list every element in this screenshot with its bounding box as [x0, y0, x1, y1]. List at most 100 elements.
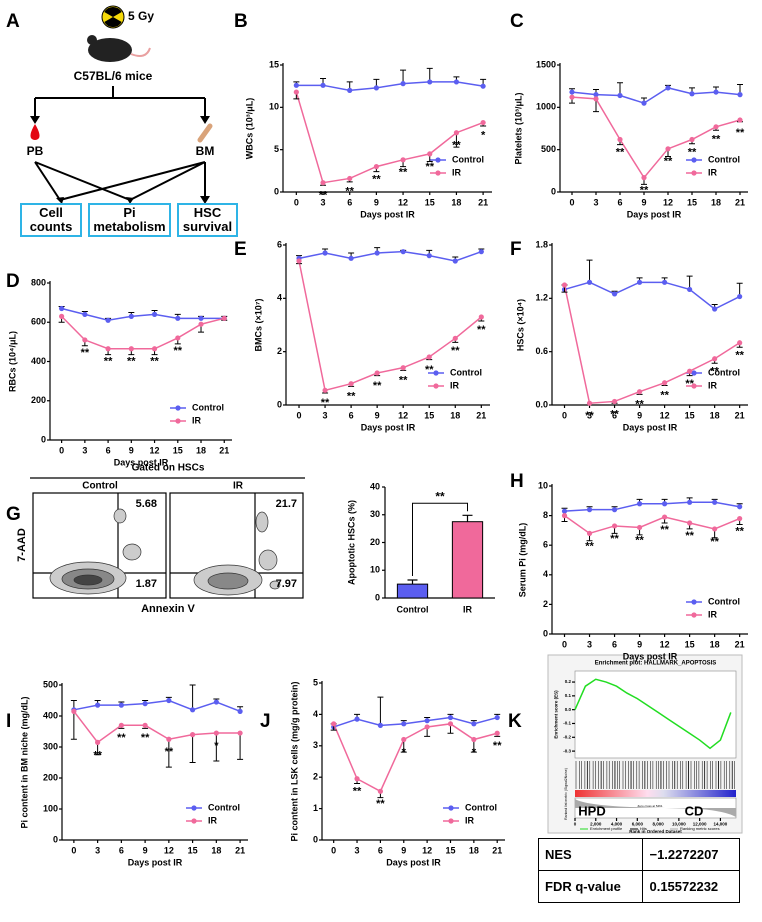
- data-point: [293, 82, 299, 88]
- data-point: [687, 286, 693, 293]
- rank-strip: [575, 790, 736, 797]
- significance-label: **: [710, 536, 719, 548]
- x-tick-label: 6: [617, 197, 622, 207]
- significance-label: **: [685, 530, 694, 542]
- y-tick-label: 8: [543, 510, 548, 520]
- y-tick-label: 10: [269, 102, 279, 112]
- error-bar: [213, 733, 220, 762]
- x-tick-label: 6: [378, 845, 383, 855]
- y-tick-label: 10: [538, 480, 548, 490]
- data-point: [471, 736, 477, 743]
- y-axis-label: Platelets (10³/μL): [513, 92, 523, 164]
- data-point: [373, 85, 379, 91]
- arrowheads: [30, 116, 210, 204]
- significance-label: **: [104, 356, 113, 368]
- legend-label: IR: [450, 380, 460, 390]
- data-point: [373, 164, 379, 170]
- panel-label: H: [510, 471, 524, 492]
- data-point: [641, 100, 647, 106]
- data-point: [105, 346, 111, 352]
- legend-label: IR: [192, 415, 202, 425]
- data-point: [593, 96, 599, 102]
- x-tick-label: 15: [445, 845, 455, 855]
- legend-marker: [433, 370, 439, 376]
- significance-label: **: [452, 140, 461, 152]
- y-axis-label: RBCs (10⁴/μL): [7, 331, 17, 392]
- significance-label: **: [376, 798, 385, 810]
- y-axis-label: HSCs (×10⁴): [515, 299, 525, 351]
- data-point: [320, 180, 326, 186]
- x-tick-label: 18: [469, 845, 479, 855]
- legend-label: Hits: [640, 826, 647, 831]
- x-tick-label: 3: [593, 197, 598, 207]
- significance-label: **: [585, 540, 594, 552]
- data-point: [198, 321, 204, 327]
- legend-marker: [175, 418, 181, 424]
- flow-x-label: Annexin V: [141, 603, 195, 615]
- legend-marker: [435, 170, 441, 176]
- gsea-table: NES −1.2272207 FDR q-value 0.15572232: [537, 838, 740, 903]
- legend-marker: [191, 805, 197, 811]
- y-tick-label: 40: [370, 481, 380, 491]
- data-point: [95, 739, 101, 745]
- series-line: [564, 281, 740, 310]
- data-point: [447, 714, 454, 721]
- series-line: [574, 678, 732, 750]
- legend-label: Control: [708, 154, 740, 164]
- data-point: [237, 730, 243, 736]
- data-point: [636, 524, 643, 531]
- legend-label: IR: [708, 380, 718, 390]
- x-axis-label: Days post IR: [114, 457, 169, 467]
- flow-plot-name: IR: [233, 481, 244, 492]
- data-point: [661, 380, 668, 386]
- x-tick-label: 0: [574, 822, 577, 827]
- legend-label: Enrichment profile: [590, 826, 623, 831]
- series-line: [564, 501, 740, 512]
- x-tick-label: 4,000: [611, 822, 623, 827]
- data-point: [687, 368, 693, 374]
- data-point: [424, 724, 430, 730]
- data-point: [322, 250, 328, 256]
- data-point: [611, 523, 618, 529]
- legend-label: IR: [708, 609, 718, 619]
- x-tick-label: 12: [663, 197, 673, 207]
- data-point: [424, 718, 430, 724]
- x-tick-label: 12: [422, 845, 432, 855]
- x-tick-label: 8,000: [652, 822, 664, 827]
- x-tick-label: 21: [735, 197, 745, 207]
- data-point: [712, 356, 718, 362]
- legend-label: Control: [450, 367, 482, 377]
- data-point: [494, 714, 500, 721]
- data-point: [712, 306, 718, 312]
- x-tick-label: 18: [710, 410, 720, 420]
- data-point: [213, 730, 219, 736]
- x-tick-label: 6,000: [632, 822, 644, 827]
- x-tick-label: 18: [710, 639, 720, 649]
- significance-label: **: [735, 350, 744, 362]
- y-tick-label: 0.0: [565, 707, 572, 712]
- data-point: [586, 530, 593, 536]
- x-tick-label: 6: [347, 197, 352, 207]
- significance-label: **: [660, 524, 669, 536]
- y-tick-label: -0.1: [563, 721, 571, 726]
- significance-label: **: [174, 345, 183, 357]
- data-point: [586, 507, 593, 513]
- data-point: [105, 317, 111, 323]
- series-line: [73, 699, 241, 713]
- legend-marker: [435, 157, 441, 163]
- y-axis-label: BMCs (×10⁷): [253, 299, 263, 352]
- data-point: [478, 249, 484, 255]
- data-point: [401, 721, 407, 727]
- metric-area: [575, 799, 736, 817]
- x-tick-label: 6: [612, 639, 617, 649]
- significance-label: *: [402, 746, 407, 758]
- series-line: [61, 315, 225, 350]
- x-tick-label: 9: [129, 445, 134, 455]
- legend-marker: [191, 818, 197, 824]
- legend-marker: [691, 612, 697, 618]
- data-point: [347, 87, 353, 93]
- data-point: [586, 279, 593, 285]
- y-tick-label: 3: [313, 740, 318, 750]
- source-label: BM: [196, 144, 215, 158]
- data-point: [611, 507, 618, 513]
